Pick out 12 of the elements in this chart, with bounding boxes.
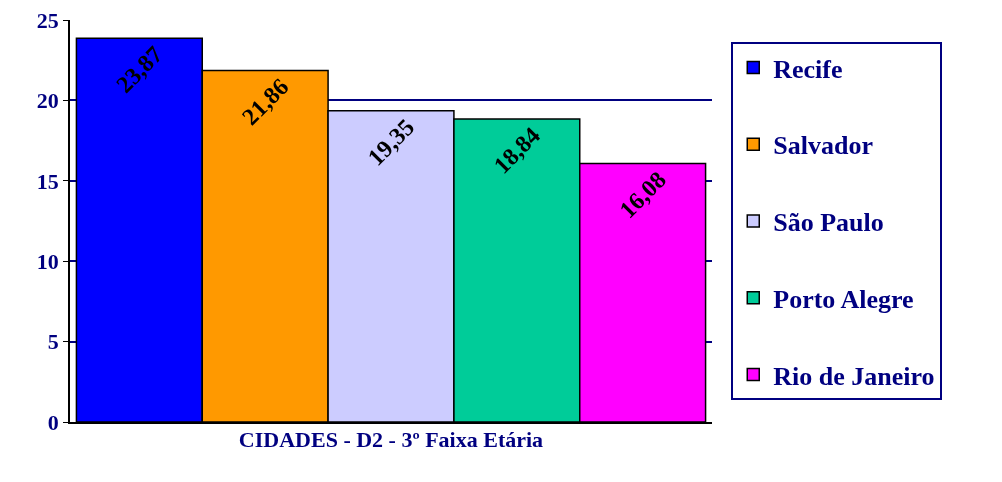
y-tick-label: 10 bbox=[36, 248, 59, 274]
legend-label: Salvador bbox=[773, 131, 873, 161]
y-tick-label: 0 bbox=[47, 409, 59, 435]
y-tick-label: 20 bbox=[36, 88, 59, 114]
legend-label: São Paulo bbox=[773, 208, 884, 238]
legend-label: Porto Alegre bbox=[773, 284, 914, 314]
x-axis-title: CIDADES - D2 - 3º Faixa Etária bbox=[238, 426, 544, 452]
legend-label: Recife bbox=[773, 54, 843, 84]
legend-label: Rio de Janeiro bbox=[773, 361, 935, 391]
y-tick-label: 5 bbox=[47, 329, 59, 355]
y-tick-label: 25 bbox=[36, 7, 59, 33]
y-tick-label: 15 bbox=[36, 168, 59, 194]
